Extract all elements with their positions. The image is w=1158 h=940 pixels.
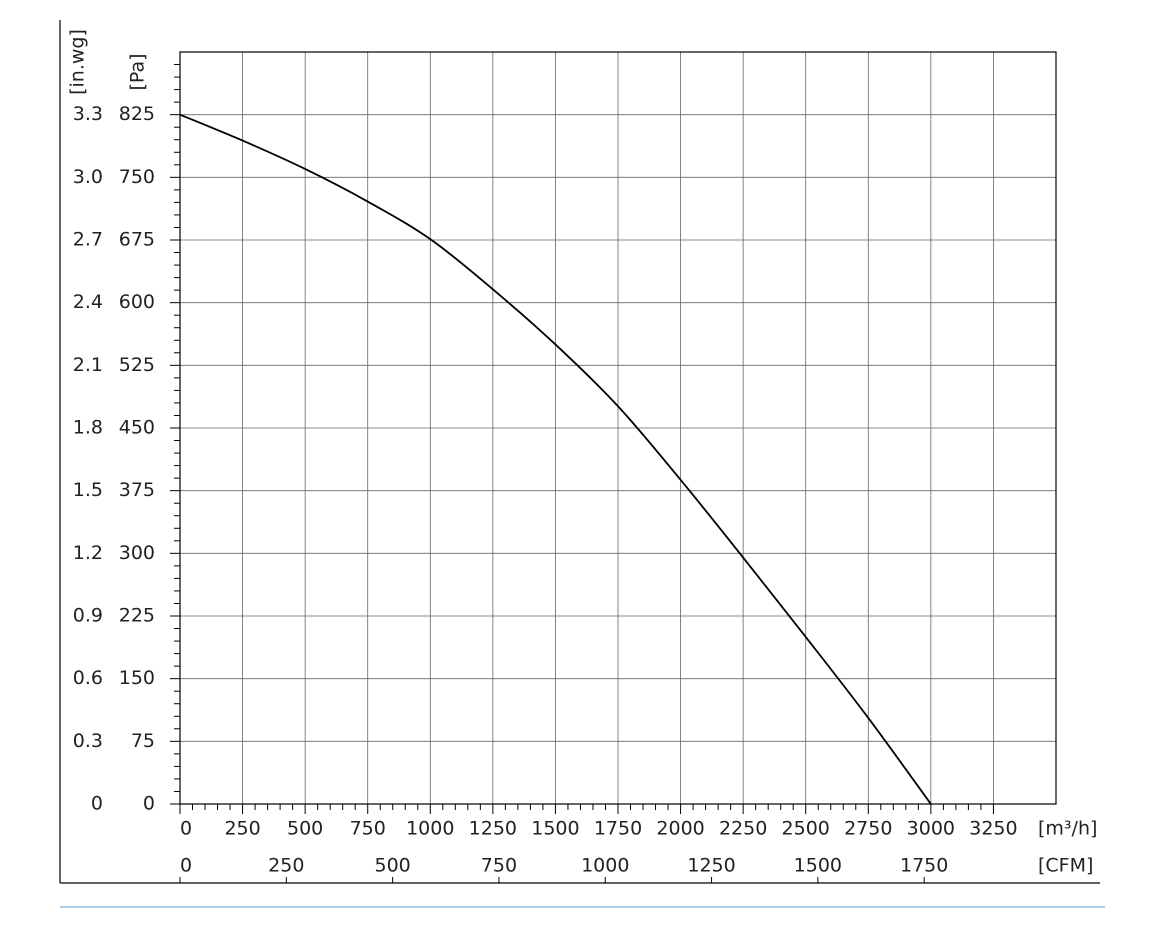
x-tick-label: 1500: [531, 818, 579, 840]
x-tick-label: 0: [180, 818, 192, 840]
x-tick-label: 2500: [782, 818, 830, 840]
y-tick-label: 0: [143, 793, 155, 815]
y-tick-label: 525: [119, 354, 155, 376]
x2-tick-label: 250: [268, 855, 304, 877]
x-tick-label: 1750: [594, 818, 642, 840]
x-tick-label: 1000: [406, 818, 454, 840]
y2-tick-label: 1.5: [73, 479, 103, 501]
x-tick-label: 250: [224, 818, 260, 840]
x-tick-label: 3250: [969, 818, 1017, 840]
y2-tick-label: 3.3: [73, 103, 103, 125]
y2-tick-label: 0.6: [73, 667, 103, 689]
x2-tick-label: 1750: [900, 855, 948, 877]
y2-tick-label: 0.9: [73, 605, 103, 627]
y2-tick-label: 1.2: [73, 542, 103, 564]
y-axis-label: [Pa]: [127, 53, 149, 90]
y-tick-label: 600: [119, 291, 155, 313]
x-tick-label: 1250: [469, 818, 517, 840]
x-axis-label: [m³/h]: [1038, 818, 1097, 840]
y2-tick-label: 3.0: [73, 166, 103, 188]
y2-tick-label: 2.7: [73, 229, 103, 251]
y-tick-label: 75: [131, 730, 155, 752]
plot-frame: [179, 51, 1057, 805]
x2-tick-label: 1250: [687, 855, 735, 877]
y-tick-label: 225: [119, 605, 155, 627]
y2-tick-label: 0.3: [73, 730, 103, 752]
y2-tick-label: 1.8: [73, 417, 103, 439]
fan-curve: [179, 113, 932, 805]
y-tick-label: 675: [119, 229, 155, 251]
x2-tick-label: 1000: [581, 855, 629, 877]
y-tick-label: 825: [119, 103, 155, 125]
x2-tick-label: 750: [481, 855, 517, 877]
y2-tick-label: 2.1: [73, 354, 103, 376]
x-tick-label: 2000: [656, 818, 704, 840]
y-tick-label: 300: [119, 542, 155, 564]
y-tick-label: 450: [119, 417, 155, 439]
x-tick-label: 2750: [844, 818, 892, 840]
x-tick-label: 750: [350, 818, 386, 840]
x2-axis-label: [CFM]: [1038, 855, 1093, 877]
x2-tick-label: 500: [374, 855, 410, 877]
y2-tick-label: 2.4: [73, 291, 103, 313]
x-tick-label: 500: [287, 818, 323, 840]
x-tick-label: 2250: [719, 818, 767, 840]
y2-tick-label: 0: [91, 793, 103, 815]
y-tick-label: 150: [119, 667, 155, 689]
y-tick-label: 375: [119, 479, 155, 501]
y-tick-label: 750: [119, 166, 155, 188]
y2-axis-label: [in.wg]: [67, 29, 89, 95]
x-tick-label: 3000: [907, 818, 955, 840]
x2-tick-label: 1500: [794, 855, 842, 877]
x2-tick-label: 0: [180, 855, 192, 877]
